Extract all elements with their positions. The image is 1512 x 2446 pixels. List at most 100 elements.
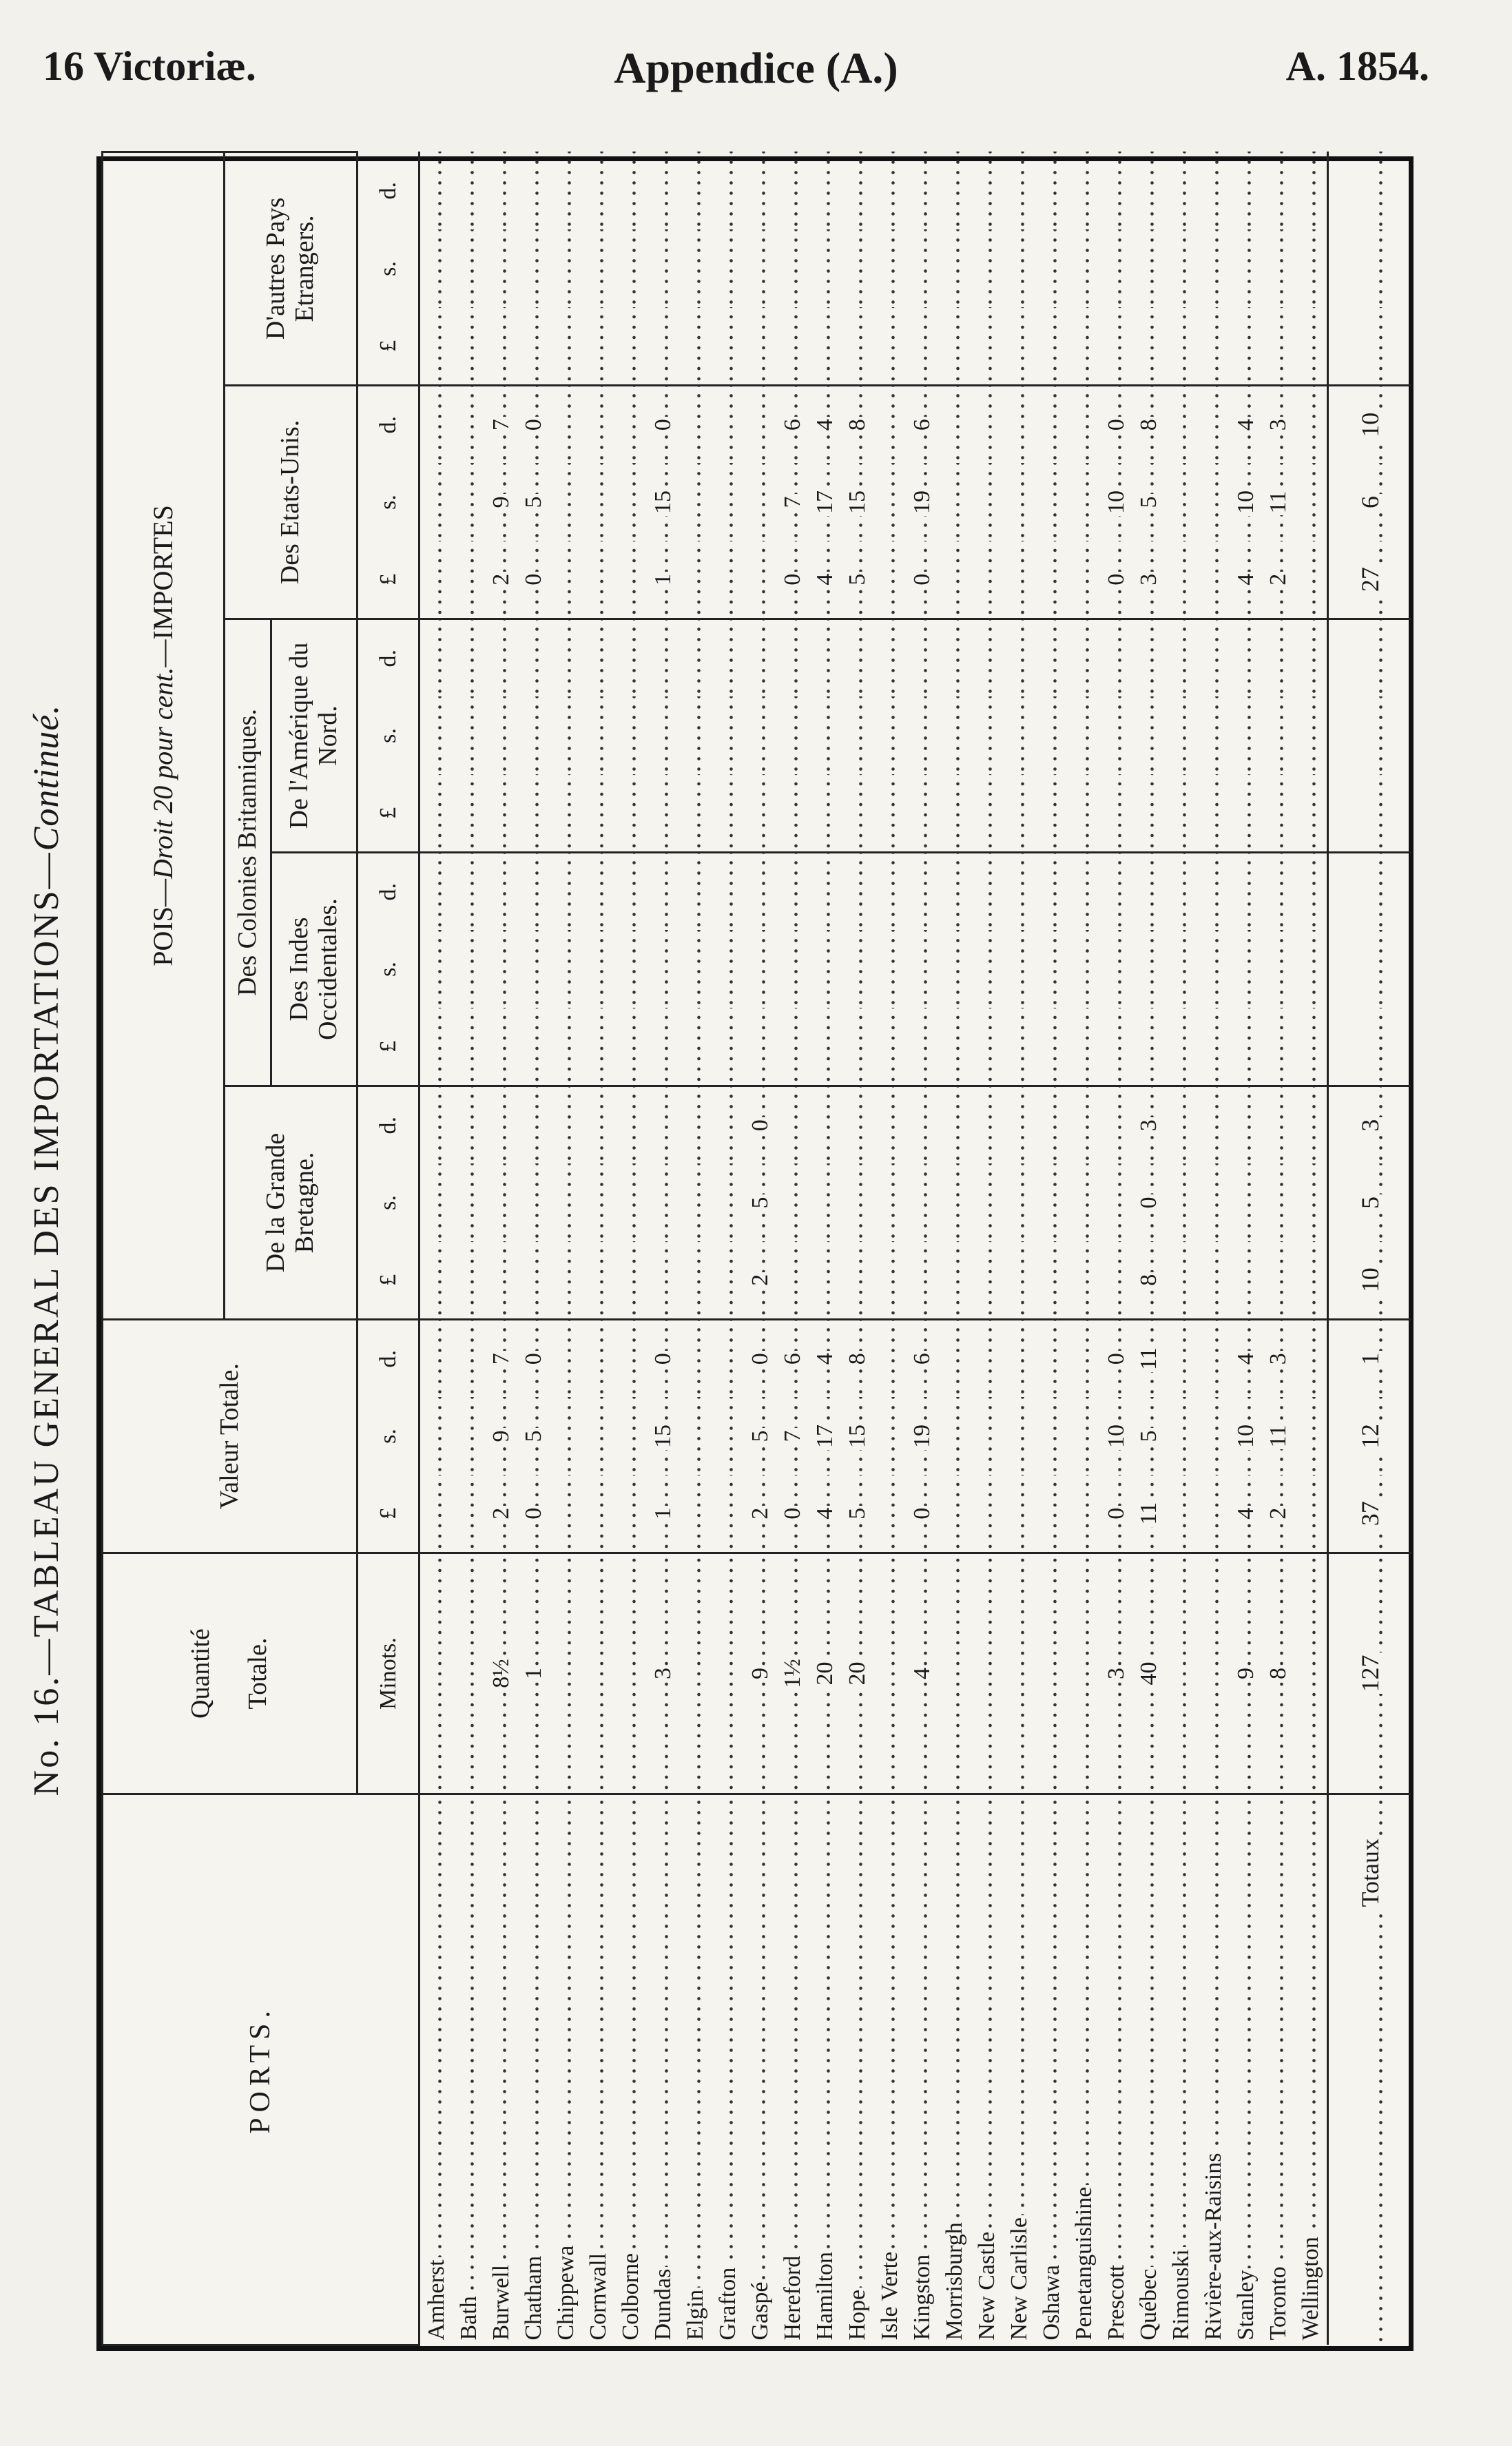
- port-cell: Bath: [453, 1794, 485, 2345]
- cell: [971, 1397, 1003, 1475]
- cell-text: 6: [779, 417, 805, 433]
- cell: [1165, 1008, 1197, 1086]
- cell: [582, 930, 614, 1008]
- cell: [712, 541, 744, 619]
- port-name: New Castle: [973, 2229, 1000, 2343]
- port-name: Chatham: [520, 2253, 546, 2343]
- cell: [873, 1008, 906, 1086]
- cell: [419, 1008, 453, 1086]
- cell: [1035, 1008, 1068, 1086]
- cell: [712, 385, 744, 464]
- port-name: Dundas: [650, 2266, 676, 2343]
- port-name: Oshawa: [1038, 2262, 1064, 2343]
- cell-text: 2: [488, 1505, 514, 1522]
- cell: 0: [744, 1319, 776, 1398]
- cell: [873, 619, 906, 697]
- cell-text: 4: [811, 1505, 838, 1522]
- cell: [1035, 541, 1068, 619]
- cell: [971, 463, 1003, 541]
- port-name: Cornwall: [585, 2250, 611, 2343]
- cell: [419, 541, 453, 619]
- cell-text: 1: [650, 571, 676, 588]
- cell-text: 0: [909, 1505, 935, 1522]
- cell: [550, 463, 582, 541]
- cell: [582, 463, 614, 541]
- cell: [1262, 1008, 1294, 1086]
- cell: [1262, 307, 1294, 386]
- cell: [971, 852, 1003, 931]
- cell: [841, 774, 873, 853]
- cell: [712, 1553, 744, 1794]
- cell-text: 0: [1103, 1351, 1129, 1367]
- cell-text: 1: [1356, 1350, 1384, 1367]
- cell: [1035, 1163, 1068, 1242]
- cell: [1132, 1008, 1165, 1086]
- cell-text: 40: [1135, 1659, 1161, 1688]
- cell: [841, 696, 873, 775]
- cell: 12: [1327, 1397, 1411, 1475]
- cell: [1035, 1475, 1068, 1553]
- cell: [453, 930, 485, 1008]
- cell: [1068, 774, 1100, 853]
- group-duty: Droit 20 pour cent.: [147, 667, 178, 879]
- cell: [485, 152, 517, 230]
- cell: [1262, 930, 1294, 1008]
- west-indies-header: Des Indes Occidentales.: [271, 852, 358, 1086]
- port-cell: Dundas: [647, 1794, 679, 2345]
- cell-text: 17: [811, 488, 838, 516]
- cell: [614, 229, 647, 308]
- cell: [809, 1008, 841, 1086]
- cell: [1100, 696, 1132, 775]
- cell: [550, 1553, 582, 1794]
- cell: 4: [906, 1553, 938, 1794]
- cell-text: 3: [1356, 1117, 1384, 1134]
- cell: [614, 930, 647, 1008]
- cell-text: 2: [1265, 1505, 1291, 1522]
- cell: [647, 1008, 679, 1086]
- cell: [1327, 1008, 1411, 1086]
- table-row: Bath: [453, 152, 485, 2345]
- cell: [453, 774, 485, 853]
- cell-text: 7: [488, 417, 514, 433]
- cell: [809, 774, 841, 853]
- port-name: Rivière-aux-Raisins: [1200, 2150, 1226, 2343]
- cell: [614, 1008, 647, 1086]
- cell: 11: [1132, 1319, 1165, 1398]
- cell: [938, 152, 971, 230]
- port-cell: Chatham: [517, 1794, 550, 2345]
- cell-text: 8: [844, 417, 870, 433]
- cell: [517, 152, 550, 230]
- cell-text: 0: [520, 417, 546, 433]
- table-row: Isle Verte: [873, 152, 906, 2345]
- cell: 20: [841, 1553, 873, 1794]
- cell: [1132, 229, 1165, 308]
- cell: [453, 152, 485, 230]
- cell: [744, 229, 776, 308]
- imports-table: PORTS. Quantité Totale. Valeur Totale. PO…: [101, 151, 1411, 2346]
- cell: [712, 619, 744, 697]
- cell: [1262, 152, 1294, 230]
- cell: [1003, 541, 1035, 619]
- cell: [1197, 1397, 1230, 1475]
- cell: 9: [485, 1397, 517, 1475]
- table-row: Hope 20 5 15 8 5 15 8: [841, 152, 873, 2345]
- cell-text: 8½: [488, 1657, 514, 1690]
- cell: [517, 696, 550, 775]
- cell: [1165, 774, 1197, 853]
- cell: 15: [647, 1397, 679, 1475]
- cell-text: 9: [488, 494, 514, 510]
- cell: [1197, 463, 1230, 541]
- table-row: Prescott 3 0 10 0 0 10 0: [1100, 152, 1132, 2345]
- cell: [1003, 1397, 1035, 1475]
- cell: [550, 1319, 582, 1398]
- cell: 7: [485, 1319, 517, 1398]
- cell: 17: [809, 463, 841, 541]
- money-unit: s.: [357, 696, 420, 775]
- cell: [906, 1008, 938, 1086]
- cell: [1100, 1241, 1132, 1320]
- cell: [873, 1397, 906, 1475]
- cell: [1165, 1319, 1197, 1398]
- cell: [1294, 1319, 1328, 1398]
- cell: [1197, 229, 1230, 308]
- cell: [1068, 1008, 1100, 1086]
